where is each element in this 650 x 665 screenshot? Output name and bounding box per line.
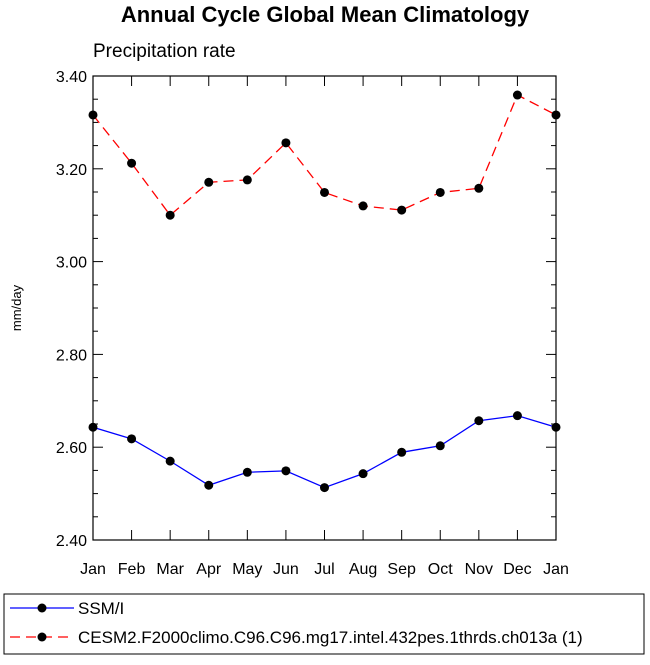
data-point — [397, 205, 407, 215]
series-line-1 — [92, 94, 557, 217]
legend-marker-0 — [37, 603, 47, 613]
data-point — [435, 441, 445, 451]
data-point — [320, 483, 329, 493]
data-point — [242, 175, 252, 185]
data-point — [127, 434, 137, 444]
data-point — [88, 422, 98, 432]
x-tick-label: Oct — [428, 561, 453, 578]
y-tick-label: 3.20 — [56, 162, 87, 179]
y-tick-label: 3.40 — [56, 69, 87, 86]
data-point — [165, 456, 175, 466]
data-point — [242, 467, 252, 477]
data-point — [551, 110, 561, 120]
x-tick-label: Jul — [314, 561, 334, 578]
plot-frame — [92, 75, 557, 541]
x-tick-label: Nov — [465, 561, 493, 578]
y-tick-label: 2.40 — [56, 533, 87, 550]
data-point — [281, 466, 291, 476]
data-point — [551, 422, 561, 432]
data-point — [165, 210, 175, 220]
legend-label-1: CESM2.F2000climo.C96.C96.mg17.intel.432p… — [78, 628, 583, 647]
y-axis-label: mm/day — [9, 284, 24, 331]
x-tick-label: Jan — [80, 561, 106, 578]
data-point — [358, 201, 368, 211]
chart-subtitle: Precipitation rate — [93, 41, 236, 62]
data-point — [88, 110, 98, 120]
data-point — [358, 469, 368, 479]
data-point — [320, 187, 329, 197]
y-tick-label: 2.80 — [56, 347, 87, 364]
series-line-0 — [92, 414, 557, 489]
legend: SSM/I CESM2.F2000climo.C96.C96.mg17.intel… — [3, 593, 645, 655]
chart-title: Annual Cycle Global Mean Climatology — [121, 2, 530, 27]
legend-marker-1 — [37, 632, 47, 642]
x-tick-label: Aug — [349, 561, 377, 578]
legend-label-0: SSM/I — [78, 599, 124, 618]
x-tick-label: Jan — [543, 561, 569, 578]
data-point — [512, 90, 522, 100]
x-tick-label: Feb — [118, 561, 146, 578]
data-point — [474, 416, 484, 426]
data-point — [281, 138, 291, 148]
x-tick-label: Sep — [387, 561, 416, 578]
x-tick-label: Dec — [503, 561, 531, 578]
x-tick-label: Apr — [196, 561, 222, 578]
data-point — [474, 183, 484, 193]
data-point — [435, 187, 445, 197]
y-tick-label: 3.00 — [56, 255, 87, 272]
data-point — [204, 480, 214, 490]
legend-box — [3, 593, 645, 655]
x-tick-label: Jun — [273, 561, 299, 578]
data-point — [397, 447, 407, 457]
data-point — [204, 177, 214, 187]
x-tick-label: Mar — [156, 561, 184, 578]
data-point — [127, 158, 137, 168]
x-tick-label: May — [232, 561, 262, 578]
plot-area: 2.40 2.60 2.80 3.00 3.20 3.40 Jan Feb Mar Apr May J… — [56, 69, 569, 578]
data-point — [512, 411, 522, 421]
y-tick-label: 2.60 — [56, 440, 87, 457]
